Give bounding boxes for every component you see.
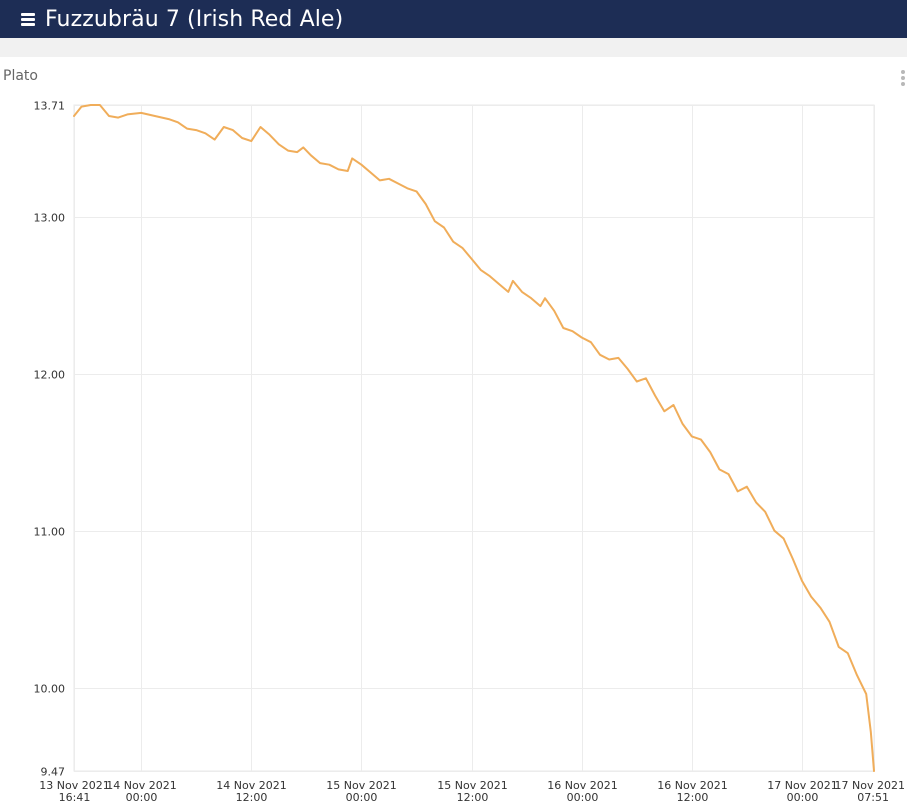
hamburger-menu-icon[interactable]: [21, 12, 35, 26]
y-tick-label: 10.00: [34, 683, 66, 696]
x-tick-label: 15 Nov 2021: [437, 779, 507, 792]
x-tick-label: 14 Nov 2021: [216, 779, 286, 792]
x-tick-label: 12:00: [677, 791, 709, 804]
x-tick-label: 00:00: [126, 791, 158, 804]
y-tick-label: 12.00: [34, 369, 66, 382]
x-tick-label: 00:00: [787, 791, 819, 804]
x-tick-label: 16 Nov 2021: [547, 779, 617, 792]
chart-title: Plato: [3, 68, 38, 84]
x-tick-label: 17 Nov 2021: [767, 779, 837, 792]
x-tick-label: 16 Nov 2021: [657, 779, 727, 792]
chart-panel: Plato 13.71 13.00 12.00 11.00 10.00 9.47 13 No…: [0, 57, 907, 804]
plato-series-line: [73, 104, 875, 772]
x-tick-label: 12:00: [236, 791, 268, 804]
x-tick-label: 15 Nov 2021: [326, 779, 396, 792]
x-tick-label: 17 Nov 2021: [835, 779, 905, 792]
y-tick-label: 11.00: [34, 526, 66, 539]
x-tick-label: 13 Nov 2021: [39, 779, 109, 792]
x-tick-label: 16:41: [59, 791, 91, 804]
y-tick-label: 9.47: [41, 766, 66, 779]
x-tick-label: 14 Nov 2021: [106, 779, 176, 792]
y-tick-label: 13.00: [34, 212, 66, 225]
page-title: Fuzzubräu 7 (Irish Red Ale): [45, 6, 344, 32]
kebab-menu-icon[interactable]: [900, 70, 906, 86]
x-tick-label: 12:00: [457, 791, 489, 804]
plot-frame: [73, 104, 875, 772]
x-tick-label: 00:00: [346, 791, 378, 804]
y-tick-label: 13.71: [34, 100, 66, 113]
app-header: Fuzzubräu 7 (Irish Red Ale): [0, 0, 907, 38]
toolbar-strip: [0, 38, 907, 57]
x-tick-label: 07:51: [857, 791, 889, 804]
x-tick-label: 00:00: [567, 791, 599, 804]
